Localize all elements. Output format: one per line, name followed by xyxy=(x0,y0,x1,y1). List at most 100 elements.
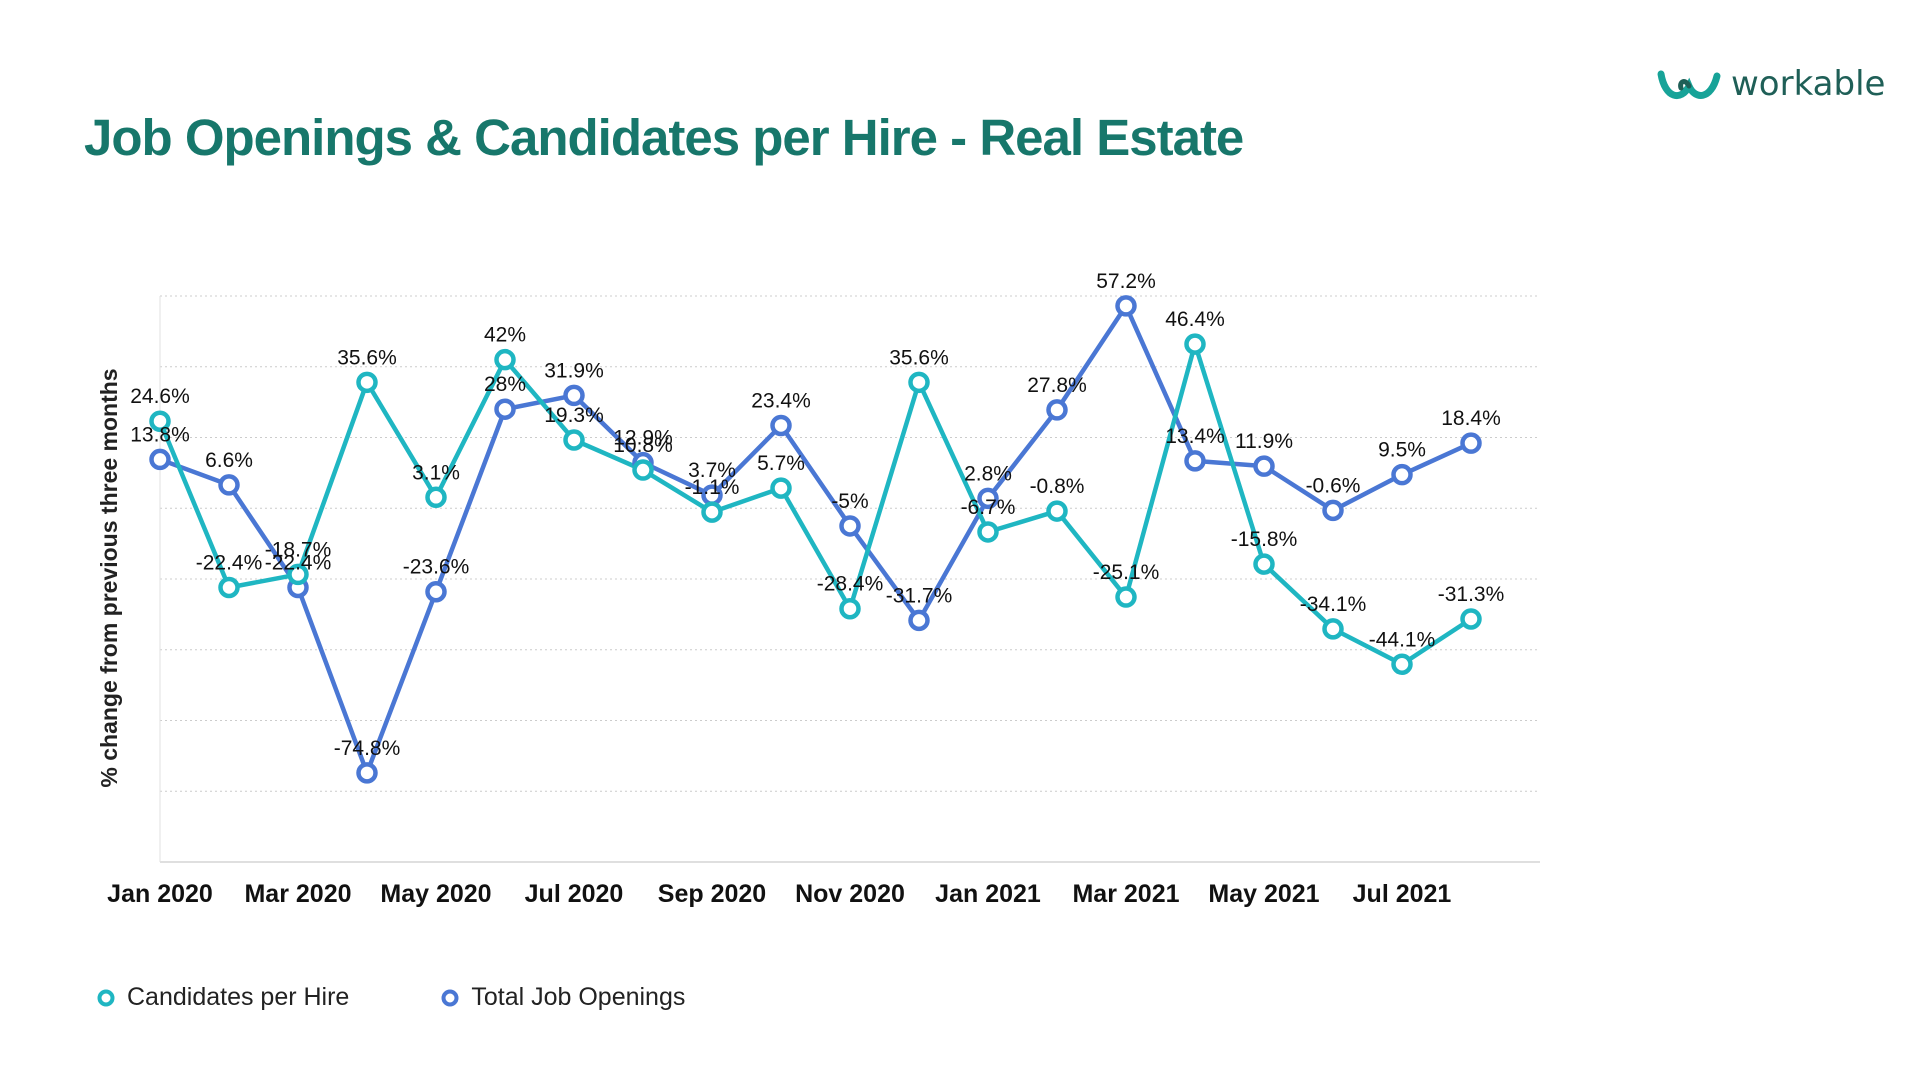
data-label: -0.8% xyxy=(1030,475,1085,498)
data-point[interactable] xyxy=(1253,553,1275,575)
data-point[interactable] xyxy=(425,486,447,509)
data-point[interactable] xyxy=(149,410,171,432)
data-point[interactable] xyxy=(1046,500,1068,522)
data-point[interactable] xyxy=(977,487,999,510)
chart-grid xyxy=(159,295,1540,863)
data-label: 42% xyxy=(484,324,526,347)
data-label: -15.8% xyxy=(1231,528,1298,551)
legend-item-openings[interactable]: Total Job Openings xyxy=(439,983,685,1012)
data-label: 11.9% xyxy=(1235,430,1293,453)
series-group xyxy=(149,295,1482,784)
data-point[interactable] xyxy=(494,348,516,371)
data-label: 6.6% xyxy=(205,449,253,472)
data-label: 18.4% xyxy=(1441,407,1501,430)
x-tick-label: Sep 2020 xyxy=(658,880,766,908)
x-tick-label: Nov 2020 xyxy=(795,880,905,908)
y-axis-label-group: % change from previous three months xyxy=(96,368,122,787)
data-point[interactable] xyxy=(494,398,516,420)
data-point[interactable] xyxy=(425,580,447,603)
data-label: -1.1% xyxy=(685,476,740,499)
data-point[interactable] xyxy=(563,384,585,407)
data-point[interactable] xyxy=(770,477,792,499)
data-label: 3.1% xyxy=(412,461,460,484)
x-tick-label: May 2020 xyxy=(380,880,491,908)
data-label: -18.7% xyxy=(265,538,332,561)
data-point[interactable] xyxy=(701,501,723,523)
data-point[interactable] xyxy=(1322,618,1344,640)
data-point[interactable] xyxy=(1115,295,1137,317)
line-chart: % change from previous three months Jan … xyxy=(96,270,1540,908)
data-label: 3.7% xyxy=(688,459,736,482)
data-label: -74.8% xyxy=(334,737,401,760)
data-point[interactable] xyxy=(149,448,171,471)
data-point[interactable] xyxy=(1046,399,1068,421)
data-point[interactable] xyxy=(1184,450,1206,472)
data-point[interactable] xyxy=(563,429,585,451)
series-line-candidates xyxy=(157,341,1473,667)
legend-marker-openings xyxy=(441,989,459,1006)
data-label: 35.6% xyxy=(337,346,397,369)
logo-text: workable xyxy=(1731,64,1886,104)
data-label: -31.3% xyxy=(1438,583,1505,606)
data-label: 13.8% xyxy=(130,423,190,446)
data-point[interactable] xyxy=(356,762,378,784)
legend: Candidates per Hire Total Job Openings xyxy=(95,983,775,1012)
data-label: -34.1% xyxy=(1300,593,1367,616)
x-tick-label: Jul 2020 xyxy=(525,880,624,908)
data-label: -22.4% xyxy=(265,551,332,574)
legend-marker-candidates xyxy=(97,989,115,1006)
data-point[interactable] xyxy=(839,597,861,620)
data-point[interactable] xyxy=(1391,653,1413,676)
workable-logo-icon xyxy=(1657,70,1721,100)
data-label: -23.6% xyxy=(403,556,470,579)
data-point[interactable] xyxy=(1322,499,1344,522)
data-label: 23.4% xyxy=(751,389,811,412)
data-point[interactable] xyxy=(632,459,654,481)
workable-logo: workable xyxy=(1655,62,1885,106)
data-point[interactable] xyxy=(287,563,309,586)
data-label: 5.7% xyxy=(757,452,805,475)
data-labels: 24.6%-22.4%-18.7%35.6%3.1%42%19.3%10.8%-… xyxy=(130,270,1504,760)
data-point[interactable] xyxy=(770,414,792,437)
data-point[interactable] xyxy=(218,576,240,599)
data-point[interactable] xyxy=(1115,586,1137,608)
y-axis-label: % change from previous three months xyxy=(96,368,122,787)
data-label: -28.4% xyxy=(817,573,884,596)
data-point[interactable] xyxy=(1460,432,1482,454)
data-point[interactable] xyxy=(1184,333,1206,355)
data-label: 27.8% xyxy=(1027,374,1087,397)
series-line-openings xyxy=(159,303,1472,776)
page-title: Job Openings & Candidates per Hire - Rea… xyxy=(84,109,1244,166)
x-tick-label: Mar 2021 xyxy=(1072,880,1179,908)
data-point[interactable] xyxy=(839,515,861,537)
data-label: 24.6% xyxy=(130,385,190,408)
data-point[interactable] xyxy=(908,609,930,632)
data-point[interactable] xyxy=(1391,463,1413,486)
data-point[interactable] xyxy=(1460,608,1482,630)
x-axis-ticks: Jan 2020 Mar 2020 May 2020 Jul 2020 Sep 2020… xyxy=(107,880,1451,908)
data-label: -0.6% xyxy=(1306,474,1361,497)
data-label: 13.4% xyxy=(1165,425,1225,448)
data-label: 28% xyxy=(484,373,526,396)
data-label: -22.4% xyxy=(196,551,263,574)
data-label: -25.1% xyxy=(1093,561,1160,584)
data-label: -31.7% xyxy=(886,584,953,607)
data-label: 46.4% xyxy=(1165,308,1225,331)
data-point[interactable] xyxy=(908,371,930,394)
data-label: 10.8% xyxy=(613,434,673,457)
x-tick-label: Mar 2020 xyxy=(244,880,351,908)
x-tick-label: Jan 2020 xyxy=(107,880,213,908)
data-label: 57.2% xyxy=(1096,270,1156,293)
data-label: 12.9% xyxy=(613,427,673,450)
data-point[interactable] xyxy=(218,474,240,496)
data-point[interactable] xyxy=(356,371,378,394)
data-point[interactable] xyxy=(1253,455,1275,477)
legend-item-candidates[interactable]: Candidates per Hire xyxy=(95,983,349,1012)
data-point[interactable] xyxy=(977,521,999,543)
data-label: 2.8% xyxy=(964,462,1012,485)
x-tick-label: Jan 2021 xyxy=(935,880,1041,908)
data-label: 35.6% xyxy=(889,346,949,369)
x-tick-label: May 2021 xyxy=(1208,880,1319,908)
x-tick-label: Jul 2021 xyxy=(1353,880,1452,908)
data-label: 19.3% xyxy=(544,404,604,427)
